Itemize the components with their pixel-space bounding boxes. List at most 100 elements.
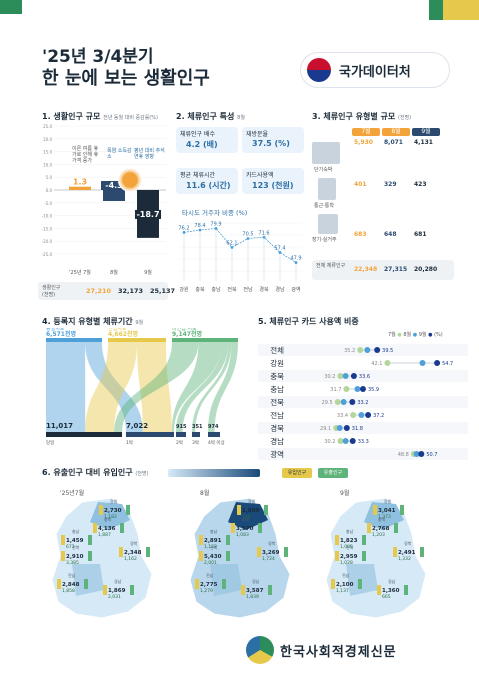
x-tick-label: 경남 bbox=[275, 286, 285, 293]
x-tick-label: 광역 bbox=[291, 286, 300, 293]
data-label: 33.2 bbox=[357, 400, 368, 406]
section3-title: 3. 체류인구 유형별 규모 (천명) bbox=[312, 111, 411, 122]
data-point bbox=[278, 251, 282, 254]
stay-multiplier-box: 체류인구 배수 4.2 (배) bbox=[176, 127, 238, 153]
inflow-bar bbox=[367, 523, 371, 533]
box-label: 평균 체류시간 bbox=[180, 172, 216, 179]
data-label: 31.7 bbox=[330, 387, 341, 393]
source-value: 9,147천명 bbox=[172, 330, 202, 338]
inflow-value: 5,430 bbox=[204, 554, 222, 560]
box-label: 재방문율 bbox=[246, 131, 269, 138]
outflow-bar bbox=[120, 523, 124, 533]
x-tick-label: 전북 bbox=[227, 286, 237, 293]
y-tick-label: -25.0 bbox=[42, 252, 53, 257]
source-value: 4,662천명 bbox=[108, 330, 138, 338]
annotation-text: 폭염 소득감소 bbox=[107, 148, 132, 160]
inflow-value: 1,869 bbox=[108, 588, 126, 594]
legend-dot: ● bbox=[397, 332, 402, 338]
data-label: 47.9 bbox=[290, 256, 301, 262]
legend-inflow: 유입인구 bbox=[282, 468, 312, 478]
data-label: -4.3 bbox=[105, 181, 123, 190]
outflow-bar bbox=[84, 579, 88, 589]
outflow-bar bbox=[226, 535, 230, 545]
legend-dot: ● bbox=[412, 332, 418, 338]
y-tick-label: -20.0 bbox=[42, 239, 53, 244]
legend-9: 9월 bbox=[418, 332, 427, 338]
map-month: 9월 bbox=[340, 490, 350, 497]
card-spend-dot-chart: 전체 35.2 39.5 강원 42.1 54.7 충북 30.2 33.6 충남 31.7 35.9… bbox=[258, 344, 468, 460]
section2-note: 8월 bbox=[237, 115, 245, 121]
category-label: 충북 bbox=[270, 372, 284, 381]
bed-icon bbox=[312, 142, 340, 164]
ratio-chart-title: 타시도 거주자 비중 (%) bbox=[182, 209, 248, 217]
inflow-value: 3,041 bbox=[378, 508, 396, 514]
data-label: 39.5 bbox=[382, 348, 393, 354]
target-node bbox=[192, 432, 200, 437]
data-label: 71.6 bbox=[258, 230, 269, 236]
region-label: 경북 bbox=[130, 540, 138, 546]
row-band bbox=[258, 396, 468, 408]
population-row-unit: (천명) bbox=[42, 292, 56, 298]
population-value: 25,137 bbox=[150, 287, 176, 295]
building-icon bbox=[318, 178, 336, 200]
data-label: 31.8 bbox=[352, 426, 363, 432]
type-value: 401 bbox=[354, 181, 367, 188]
data-point bbox=[350, 412, 357, 418]
map-month: '25년7월 bbox=[60, 490, 85, 497]
data-point bbox=[342, 438, 349, 444]
data-label: 33.4 bbox=[337, 413, 348, 419]
section4-title-text: 4. 등록지 유형별 체류기간 bbox=[42, 317, 133, 326]
type-value: 8,071 bbox=[384, 139, 403, 146]
inflow-bar bbox=[377, 585, 381, 595]
inflow-bar bbox=[257, 547, 261, 557]
data-label: 30.2 bbox=[324, 439, 335, 445]
region-label: 전남 bbox=[68, 572, 76, 578]
sankey-flow bbox=[85, 342, 137, 432]
data-point bbox=[354, 386, 361, 392]
inflow-value: 2,848 bbox=[62, 582, 80, 588]
region-label: 충북 bbox=[242, 516, 250, 522]
data-point bbox=[349, 438, 356, 444]
inflow-bar bbox=[57, 579, 61, 589]
x-tick-label: 전남 bbox=[243, 286, 253, 293]
decor-corner bbox=[429, 0, 443, 20]
inflow-bar bbox=[103, 585, 107, 595]
card-spend-box: 카드사용액 123 (천원) bbox=[242, 168, 304, 194]
region-label: 전북 bbox=[210, 544, 218, 550]
inflow-value: 2,100 bbox=[336, 582, 354, 588]
y-tick-label: 20.0 bbox=[43, 137, 52, 142]
data-point bbox=[434, 360, 441, 366]
inflow-value: 2,891 bbox=[204, 538, 222, 544]
target-value: 351 bbox=[192, 424, 203, 430]
x-tick-label: 경북 bbox=[259, 286, 269, 293]
data-point bbox=[357, 347, 364, 353]
outflow-bar bbox=[258, 523, 262, 533]
outflow-value: 1,083 bbox=[236, 532, 249, 538]
month-header: 8월 bbox=[382, 128, 410, 136]
category-label: 광역 bbox=[270, 449, 284, 459]
inflow-bar bbox=[93, 523, 97, 533]
data-point bbox=[413, 451, 420, 457]
data-point bbox=[246, 237, 250, 240]
data-point bbox=[342, 373, 349, 379]
source-label: 동일시도 bbox=[46, 328, 65, 332]
data-label: 29.1 bbox=[320, 426, 331, 432]
box-value: 11.6 (시간) bbox=[186, 181, 231, 190]
inflow-value: 3,269 bbox=[262, 550, 280, 556]
korea-map-september: 2,9591,028전북1,360665경남3,0411,373강원2,7681… bbox=[325, 497, 427, 619]
legend-7: 7월 bbox=[388, 332, 396, 338]
revisit-rate-box: 재방문율 37.5 (%) bbox=[242, 127, 304, 153]
inflow-value: 1,459 bbox=[66, 538, 84, 544]
data-label: 35.9 bbox=[368, 387, 379, 393]
section4-note: 9월 bbox=[135, 320, 144, 326]
data-point bbox=[418, 451, 425, 457]
inflow-value: 2,348 bbox=[124, 550, 142, 556]
type-value: 20,280 bbox=[414, 266, 438, 273]
outflow-bar bbox=[284, 547, 288, 557]
inflow-value: 2,959 bbox=[340, 554, 358, 560]
data-label: 76.2 bbox=[178, 225, 189, 231]
region-label: 경북 bbox=[404, 540, 412, 546]
outflow-value: 1,839 bbox=[246, 594, 259, 600]
sankey-flow bbox=[171, 342, 222, 432]
x-tick-label: 8월 bbox=[110, 269, 118, 276]
